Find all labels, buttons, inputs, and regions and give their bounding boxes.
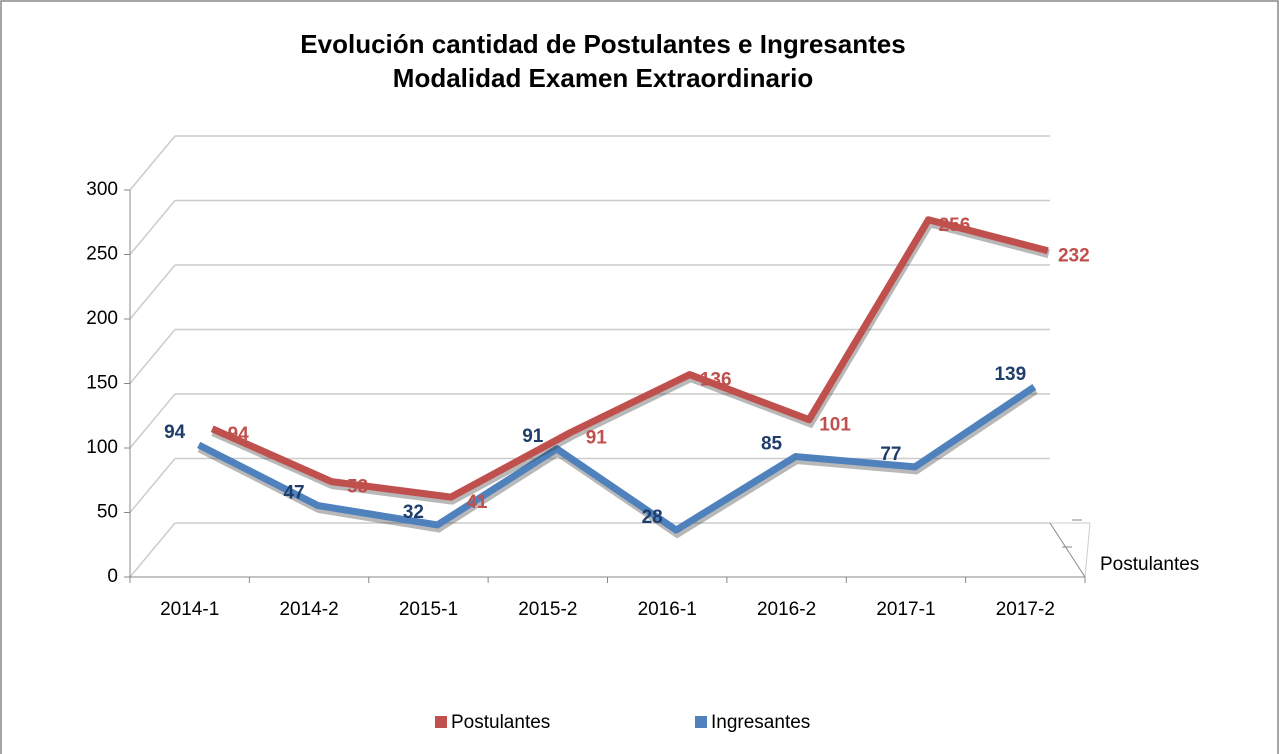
x-tick-label: 2016-2	[757, 599, 816, 620]
data-label: 91	[522, 426, 544, 447]
grid-line	[129, 458, 176, 513]
grid-line	[129, 393, 176, 449]
y-tick-label: 300	[86, 179, 118, 200]
data-label: 256	[939, 215, 971, 236]
series-line	[210, 216, 1049, 501]
y-tick-label: 100	[86, 437, 118, 458]
x-tick-label: 2014-2	[279, 599, 338, 620]
grid-line	[129, 200, 176, 255]
data-label: 77	[880, 444, 901, 465]
y-tick-label: 200	[86, 308, 118, 329]
data-label: 32	[403, 502, 424, 523]
chart-title: Modalidad Examen Extraordinario	[393, 63, 813, 93]
floor-right	[1049, 522, 1086, 578]
data-label: 94	[164, 422, 186, 443]
x-tick-label: 2017-2	[996, 599, 1055, 620]
y-tick-label: 150	[86, 373, 118, 394]
data-label: 53	[347, 477, 368, 498]
data-label: 136	[700, 370, 732, 391]
side-wall	[1084, 522, 1091, 578]
data-label: 232	[1058, 246, 1090, 267]
data-label: 139	[994, 364, 1026, 385]
series-line	[197, 383, 1037, 534]
grid-line	[129, 264, 176, 320]
grid-line	[129, 329, 176, 384]
legend-swatch	[435, 716, 447, 728]
depth-axis-label: Postulantes	[1100, 554, 1199, 575]
legend-label: Ingresantes	[711, 712, 810, 733]
x-tick-label: 2015-2	[518, 599, 577, 620]
y-tick-label: 50	[97, 502, 118, 523]
x-tick-label: 2015-1	[399, 599, 458, 620]
data-label: 47	[283, 483, 304, 504]
data-label: 91	[586, 428, 608, 449]
y-tick-label: 0	[107, 566, 118, 587]
grid-line	[129, 135, 176, 191]
x-tick-label: 2017-1	[876, 599, 935, 620]
grid-line	[129, 522, 176, 578]
data-label: 28	[642, 507, 663, 528]
x-tick-label: 2014-1	[160, 599, 219, 620]
data-label: 41	[466, 492, 488, 513]
legend-swatch	[695, 716, 707, 728]
chart-title: Evolución cantidad de Postulantes e Ingr…	[300, 29, 905, 59]
legend-label: Postulantes	[451, 712, 550, 733]
data-label: 85	[761, 434, 783, 455]
y-tick-label: 250	[86, 244, 118, 265]
x-tick-label: 2016-1	[638, 599, 697, 620]
data-label: 101	[819, 415, 851, 436]
data-label: 94	[228, 424, 250, 445]
